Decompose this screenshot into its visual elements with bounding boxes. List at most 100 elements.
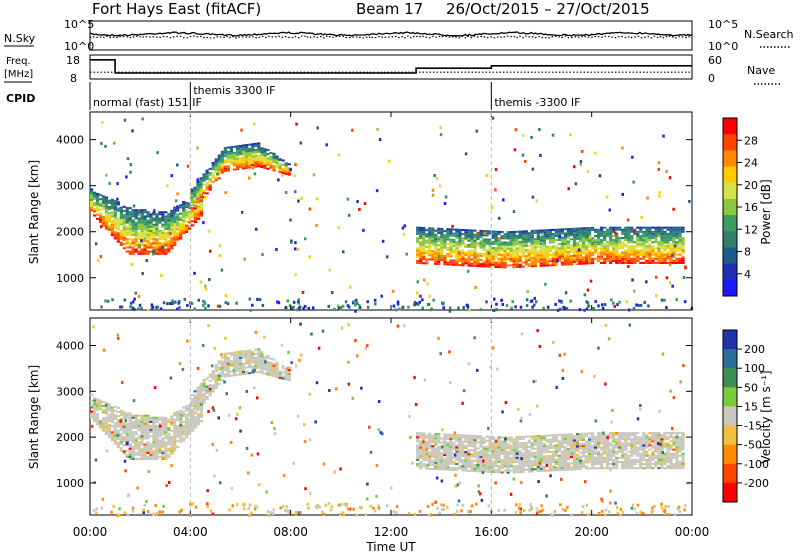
echo-cell [530, 441, 534, 444]
echo-cell [506, 254, 510, 257]
echo-cell [539, 246, 543, 249]
ground-echo [533, 303, 536, 307]
echo-cell [425, 251, 429, 255]
echo-cell [488, 458, 492, 461]
echo-cell [458, 245, 462, 248]
scatter-echo [657, 161, 661, 165]
echo-cell [158, 213, 162, 216]
echo-cell [651, 456, 655, 459]
echo-cell [497, 266, 501, 269]
echo-cell [491, 454, 495, 457]
echo-cell [217, 171, 221, 174]
echo-cell [581, 449, 586, 452]
echo-cell [636, 230, 640, 233]
echo-cell [569, 232, 574, 235]
echo-cell [491, 437, 495, 441]
echo-cell [104, 196, 109, 199]
echo-cell [548, 469, 552, 472]
echo-cell [657, 259, 661, 262]
ground-echo [627, 308, 631, 312]
echo-cell [143, 418, 147, 421]
echo-cell [575, 443, 580, 446]
echo-cell [458, 442, 462, 445]
echo-cell [545, 262, 549, 265]
scatter-echo [108, 181, 111, 185]
echo-cell [125, 229, 129, 232]
echo-cell [95, 421, 100, 424]
echo-cell [569, 468, 574, 471]
echo-cell [545, 237, 549, 240]
echo-cell [449, 244, 453, 248]
echo-cell [188, 410, 192, 413]
echo-cell [431, 434, 435, 437]
echo-cell [140, 244, 144, 247]
echo-cell [470, 459, 474, 462]
echo-cell [196, 405, 200, 408]
echo-cell [161, 451, 165, 454]
echo-cell [642, 234, 646, 238]
echo-cell [539, 434, 543, 437]
echo-cell [146, 252, 150, 255]
echo-cell [104, 213, 109, 216]
echo-cell [173, 432, 177, 435]
echo-cell [208, 174, 212, 177]
echo-cell [500, 260, 504, 263]
echo-cell [98, 221, 103, 224]
echo-cell [467, 237, 471, 240]
echo-cell [226, 366, 231, 369]
echo-cell [587, 448, 592, 451]
scatter-echo [451, 224, 454, 228]
echo-cell [654, 239, 658, 242]
echo-cell [627, 226, 631, 229]
echo-cell [229, 370, 234, 373]
echo-cell [624, 458, 628, 461]
echo-cell [182, 203, 186, 206]
echo-cell [600, 454, 604, 457]
echo-cell [131, 240, 135, 243]
echo-cell [575, 449, 580, 452]
scatter-echo [483, 231, 487, 235]
echo-cell [149, 418, 153, 421]
echo-cell [170, 446, 174, 449]
echo-cell [500, 247, 504, 250]
scatter-echo [125, 175, 128, 179]
echo-cell [470, 235, 474, 238]
ground-echo [594, 300, 597, 304]
echo-cell [575, 227, 580, 230]
echo-cell [137, 435, 141, 438]
echo-cell [446, 238, 450, 241]
echo-cell [220, 159, 224, 162]
echo-cell [188, 211, 192, 214]
echo-cell [530, 455, 534, 459]
echo-cell [566, 437, 571, 440]
echo-cell [509, 465, 513, 468]
echo-cell [621, 438, 625, 441]
echo-cell [566, 232, 571, 235]
scatter-echo [501, 303, 504, 307]
echo-cell [560, 244, 565, 248]
echo-cell [211, 376, 215, 379]
echo-cell [455, 249, 459, 252]
echo-cell [98, 204, 103, 207]
echo-cell [235, 355, 240, 358]
echo-cell [110, 414, 114, 417]
echo-cell [470, 441, 474, 444]
scatter-echo [428, 241, 431, 245]
echo-cell [488, 238, 492, 241]
echo-cell [173, 210, 177, 213]
echo-cell [675, 257, 679, 260]
echo-cell [494, 232, 498, 235]
echo-cell [467, 250, 471, 253]
echo-cell [146, 215, 150, 218]
echo-cell [101, 411, 106, 414]
echo-cell [254, 159, 258, 162]
echo-cell [479, 466, 483, 469]
echo-cell [146, 424, 150, 428]
echo-cell [131, 439, 135, 442]
echo-cell [179, 434, 183, 437]
echo-cell [272, 364, 276, 367]
echo-cell [182, 406, 186, 409]
echo-cell [257, 163, 261, 166]
echo-cell [260, 163, 264, 167]
echo-cell [260, 155, 264, 158]
